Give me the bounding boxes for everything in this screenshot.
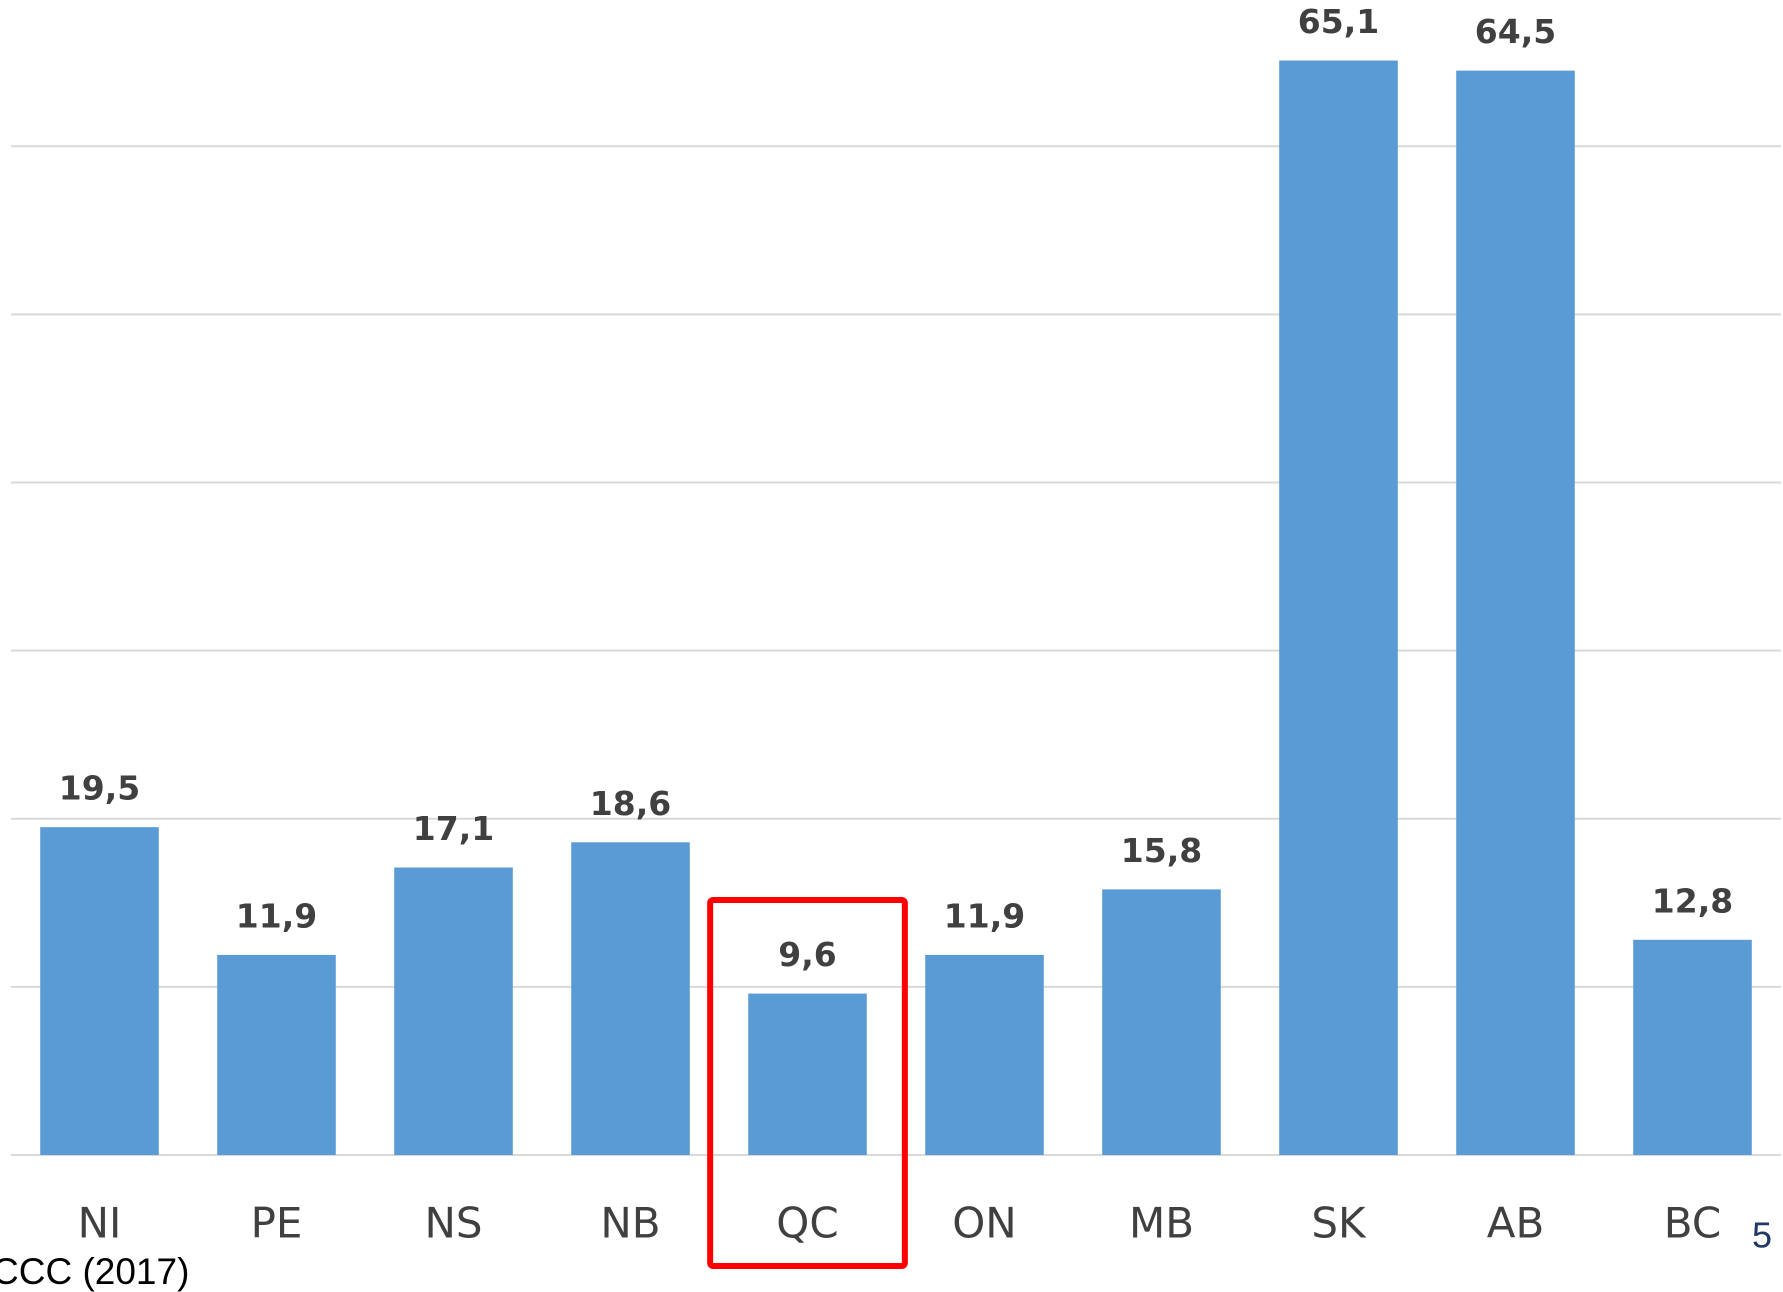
page-number: 5 xyxy=(1752,1215,1772,1256)
bar xyxy=(1279,60,1398,1155)
x-tick-label: NS xyxy=(424,1199,482,1248)
data-label: 12,8 xyxy=(1652,881,1733,920)
bar xyxy=(40,827,159,1155)
bar xyxy=(748,993,867,1155)
data-label: 11,9 xyxy=(236,896,317,935)
data-label: 11,9 xyxy=(944,896,1025,935)
x-tick-label: QC xyxy=(776,1199,838,1248)
bar xyxy=(217,954,336,1155)
x-tick-label: SK xyxy=(1311,1199,1367,1248)
bar xyxy=(394,867,513,1155)
bar xyxy=(925,954,1044,1155)
data-label: 15,8 xyxy=(1121,831,1202,870)
x-tick-label: PE xyxy=(251,1199,303,1248)
x-tick-label: BC xyxy=(1664,1199,1721,1248)
data-label: 17,1 xyxy=(413,809,494,848)
data-label: 65,1 xyxy=(1298,2,1379,41)
data-label: 9,6 xyxy=(778,935,836,974)
bar xyxy=(1633,939,1752,1155)
data-label: 18,6 xyxy=(590,784,671,823)
data-label: 19,5 xyxy=(59,769,140,808)
x-tick-label: ON xyxy=(952,1199,1016,1248)
highlight-box xyxy=(707,897,908,1269)
bar xyxy=(571,842,690,1155)
source: CCC (2017) xyxy=(0,1251,189,1292)
x-tick-label: NB xyxy=(600,1199,660,1248)
x-tick-label: AB xyxy=(1487,1199,1545,1248)
bar xyxy=(1456,70,1575,1156)
bar xyxy=(1102,889,1221,1155)
data-label: 64,5 xyxy=(1475,12,1556,51)
x-tick-label: NI xyxy=(78,1199,122,1248)
x-tick-label: MB xyxy=(1129,1199,1194,1248)
